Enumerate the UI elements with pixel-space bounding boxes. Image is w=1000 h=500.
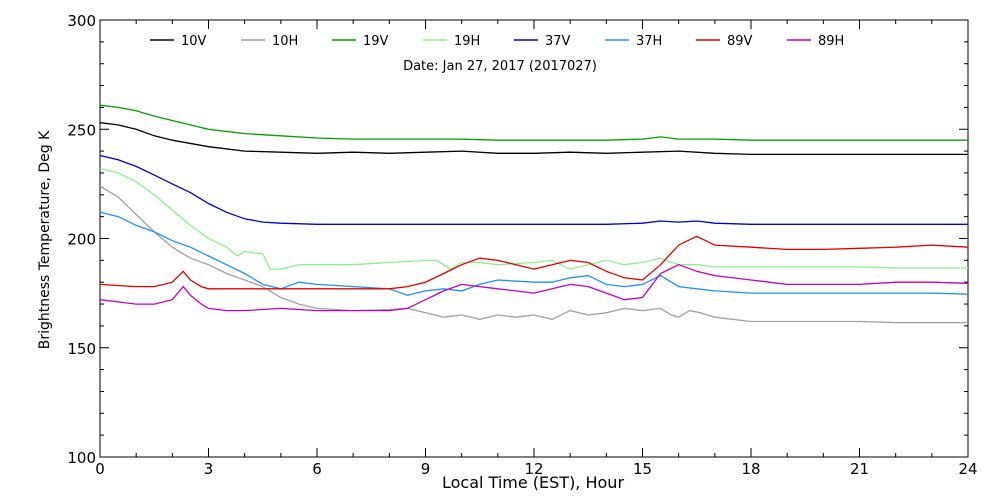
legend-label-19v: 19V <box>363 34 389 49</box>
series-line-10v <box>99 122 968 156</box>
series-line-89v <box>99 235 969 290</box>
legend-label-19h: 19H <box>454 34 480 49</box>
x-tick-label: 15 <box>633 460 652 478</box>
x-tick-label: 9 <box>421 460 431 478</box>
legend-label-10h: 10H <box>272 34 298 49</box>
y-axis-label: Brightness Temperature, Deg K <box>37 130 53 349</box>
series-line-37h <box>99 211 969 296</box>
plot-area <box>99 19 969 458</box>
series-line-19v <box>99 104 968 141</box>
chart-subtitle: Date: Jan 27, 2017 (2017027) <box>403 59 597 74</box>
y-tick-label: 300 <box>67 12 96 30</box>
x-tick-label: 6 <box>312 460 322 478</box>
x-axis-label: Local Time (EST), Hour <box>442 473 624 492</box>
legend-label-37h: 37H <box>636 34 662 49</box>
legend-label-37v: 37V <box>545 34 571 49</box>
series-line-37v <box>99 154 968 225</box>
x-tick-label: 21 <box>850 460 869 478</box>
x-tick-label: 18 <box>741 460 760 478</box>
series-line-10h <box>99 185 968 324</box>
legend-label-10v: 10V <box>181 34 207 49</box>
y-tick-label: 100 <box>67 449 96 467</box>
series-line-89h <box>99 263 969 312</box>
x-tick-label: 12 <box>524 460 543 478</box>
legend-label-89v: 89V <box>727 34 753 49</box>
x-tick-label: 24 <box>958 460 977 478</box>
x-tick-label: 3 <box>204 460 214 478</box>
x-tick-label: 0 <box>95 460 105 478</box>
y-tick-label: 200 <box>67 231 96 249</box>
series-line-19h <box>99 167 968 270</box>
y-tick-label: 250 <box>67 121 96 139</box>
legend-label-89h: 89H <box>818 34 844 49</box>
y-tick-label: 150 <box>67 340 96 358</box>
